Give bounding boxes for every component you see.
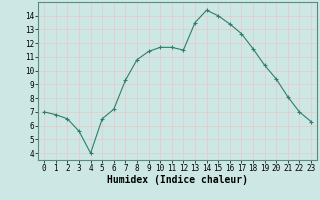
X-axis label: Humidex (Indice chaleur): Humidex (Indice chaleur): [107, 175, 248, 185]
